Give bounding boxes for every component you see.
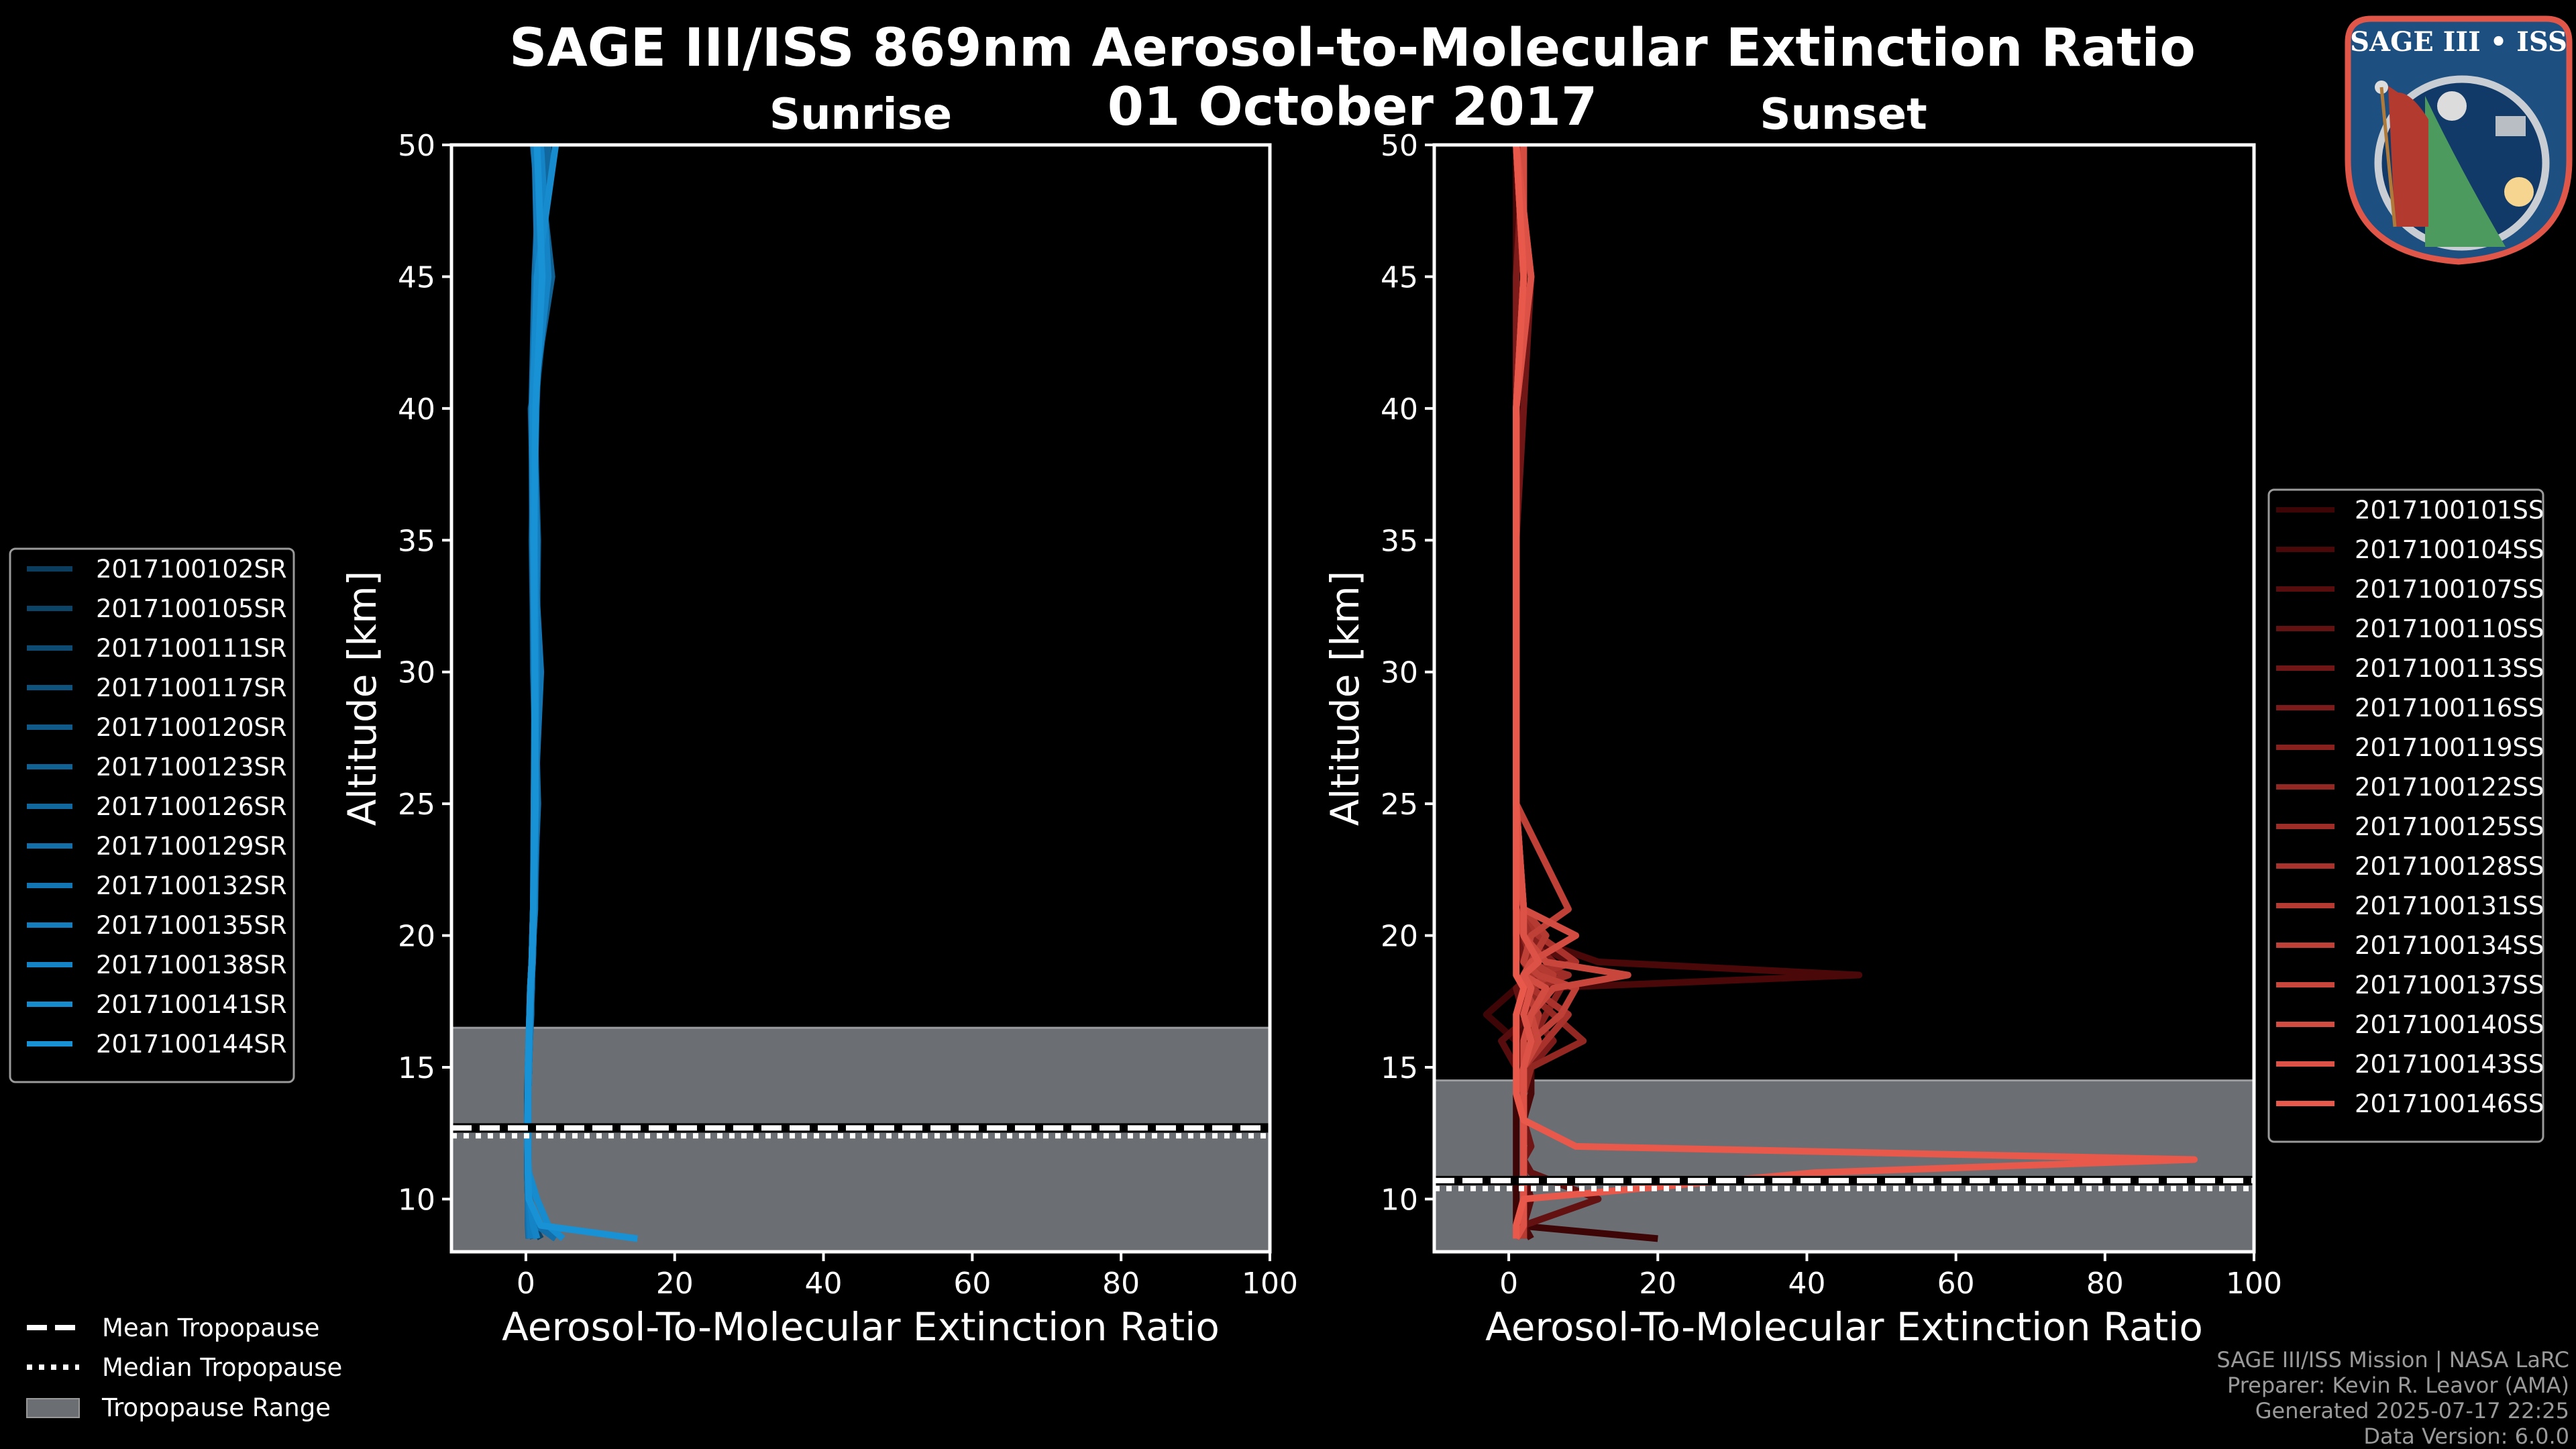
legend-label: 2017100137SS — [2355, 971, 2544, 1000]
footer-data-version: Data Version: 6.0.0 — [2363, 1424, 2569, 1449]
y-axis-label: Altitude [km] — [1322, 571, 1368, 826]
y-tick-label: 40 — [1381, 392, 1418, 427]
legend-label: 2017100135SR — [96, 911, 287, 940]
y-tick-label: 15 — [1381, 1051, 1418, 1085]
legend-label: 2017100105SR — [96, 594, 287, 623]
legend-label: 2017100119SS — [2355, 733, 2544, 762]
legend-sunrise: 2017100102SR 2017100105SR 2017100111SR 2017… — [9, 547, 295, 1083]
y-tick-label: 15 — [398, 1051, 435, 1085]
y-tick-label: 50 — [1381, 129, 1418, 163]
legend-sunset: 2017100101SS 2017100104SS 2017100107SS 2017… — [2267, 488, 2544, 1143]
axes-frame — [449, 143, 1272, 1254]
legend-label: 2017100132SR — [96, 871, 287, 900]
x-tick-label: 60 — [953, 1267, 991, 1301]
tropopause-range-handle — [26, 1398, 80, 1418]
legend-label: 2017100126SR — [96, 792, 287, 821]
legend-label: 2017100140SS — [2355, 1010, 2544, 1039]
y-tick-label: 20 — [1381, 920, 1418, 954]
legend-label: 2017100143SS — [2355, 1050, 2544, 1079]
legend-label: 2017100134SS — [2355, 931, 2544, 960]
legend-label: 2017100101SS — [2355, 496, 2544, 525]
y-tick-label: 10 — [398, 1183, 435, 1217]
y-tick-label: 25 — [398, 788, 435, 822]
y-tick-label: 10 — [1381, 1183, 1418, 1217]
profile-line-2017100144SR — [525, 145, 638, 1242]
y-tick-label: 30 — [398, 656, 435, 690]
x-tick-label: 100 — [1242, 1267, 1298, 1301]
svg-text:SAGE III • ISS: SAGE III • ISS — [2350, 26, 2567, 58]
figure-title: SAGE III/ISS 869nm Aerosol-to-Molecular … — [509, 18, 2196, 78]
legend-label: 2017100113SS — [2355, 654, 2544, 683]
y-axis-label: Altitude [km] — [339, 571, 385, 826]
x-tick-label: 20 — [656, 1267, 694, 1301]
footer-preparer: Preparer: Kevin R. Leavor (AMA) — [2227, 1373, 2569, 1398]
legend-box — [2267, 488, 2544, 1143]
legend-label: 2017100141SR — [96, 990, 287, 1019]
legend-label: 2017100117SR — [96, 674, 287, 702]
tropopause-range-label: Tropopause Range — [101, 1393, 331, 1422]
legend-label: 2017100146SS — [2355, 1089, 2544, 1118]
sage-iii-iss-logo: SAGE III • ISS — [2345, 15, 2573, 265]
y-tick-label: 20 — [398, 920, 435, 954]
x-tick-label: 20 — [1639, 1267, 1676, 1301]
x-tick-label: 0 — [517, 1267, 535, 1301]
x-tick-label: 40 — [805, 1267, 843, 1301]
legend-label: 2017100110SS — [2355, 614, 2544, 643]
legend-label: 2017100128SS — [2355, 852, 2544, 881]
axes-sunrise: 0 20 40 60 80 100 10 15 20 25 30 35 40 45 50 Aerosol-To… — [339, 129, 1298, 1350]
legend-label: 2017100122SS — [2355, 773, 2544, 802]
y-tick-label: 30 — [1381, 656, 1418, 690]
legend-label: 2017100123SR — [96, 753, 287, 782]
legend-label: 2017100104SS — [2355, 535, 2544, 564]
footer-credits: SAGE III/ISS Mission | NASA LaRC Prepare… — [2216, 1347, 2569, 1449]
x-axis-label: Aerosol-To-Molecular Extinction Ratio — [502, 1304, 1220, 1350]
tropopause-range-band — [1434, 1080, 2254, 1252]
median-tropopause-label: Median Tropopause — [102, 1353, 342, 1382]
legend-label: 2017100116SS — [2355, 694, 2544, 722]
legend-box — [9, 547, 295, 1083]
footer-generated: Generated 2025-07-17 22:25 — [2255, 1398, 2569, 1424]
x-tick-label: 60 — [1937, 1267, 1975, 1301]
panel-title-sunset: Sunset — [1760, 90, 1927, 140]
legend-label: 2017100131SS — [2355, 892, 2544, 920]
legend-label: 2017100129SR — [96, 832, 287, 861]
x-tick-label: 40 — [1788, 1267, 1825, 1301]
x-tick-label: 80 — [1102, 1267, 1140, 1301]
y-tick-label: 45 — [398, 260, 435, 294]
legend-label: 2017100120SR — [96, 713, 287, 742]
x-axis-label: Aerosol-To-Molecular Extinction Ratio — [1485, 1304, 2203, 1350]
y-tick-label: 25 — [1381, 788, 1418, 822]
legend-label: 2017100111SR — [96, 634, 287, 663]
legend-label: 2017100125SS — [2355, 812, 2544, 841]
y-tick-label: 35 — [398, 524, 435, 558]
axes-sunset: 0 20 40 60 80 100 10 15 20 25 30 35 40 45 50 Aerosol-To… — [1322, 129, 2282, 1350]
x-tick-label: 0 — [1499, 1267, 1518, 1301]
legend-label: 2017100138SR — [96, 951, 287, 979]
figure-date: 01 October 2017 — [1108, 77, 1598, 138]
profile-line-2017100101SS — [1483, 145, 1658, 1242]
panel-title-sunrise: Sunrise — [769, 90, 952, 140]
y-tick-label: 35 — [1381, 524, 1418, 558]
profile-line-2017100107SS — [1498, 145, 1572, 1239]
axes-frame — [1432, 143, 2256, 1254]
legend-label: 2017100144SR — [96, 1030, 287, 1059]
profile-line-2017100146SS — [1513, 145, 2198, 1239]
y-tick-label: 45 — [1381, 260, 1418, 294]
x-tick-label: 80 — [2086, 1267, 2124, 1301]
mean-tropopause-label: Mean Tropopause — [102, 1313, 320, 1342]
legend-label: 2017100102SR — [96, 555, 287, 584]
x-tick-label: 100 — [2226, 1267, 2282, 1301]
y-tick-label: 50 — [398, 129, 435, 163]
tropopause-legend: Mean Tropopause Median Tropopause Tropop… — [26, 1313, 342, 1422]
y-tick-label: 40 — [398, 392, 435, 427]
legend-label: 2017100107SS — [2355, 575, 2544, 604]
series-group — [1483, 145, 2198, 1242]
footer-mission: SAGE III/ISS Mission | NASA LaRC — [2216, 1347, 2569, 1373]
series-group — [524, 145, 638, 1242]
profile-line-2017100104SS — [1513, 145, 1863, 1240]
tropopause-range-band — [451, 1028, 1270, 1252]
